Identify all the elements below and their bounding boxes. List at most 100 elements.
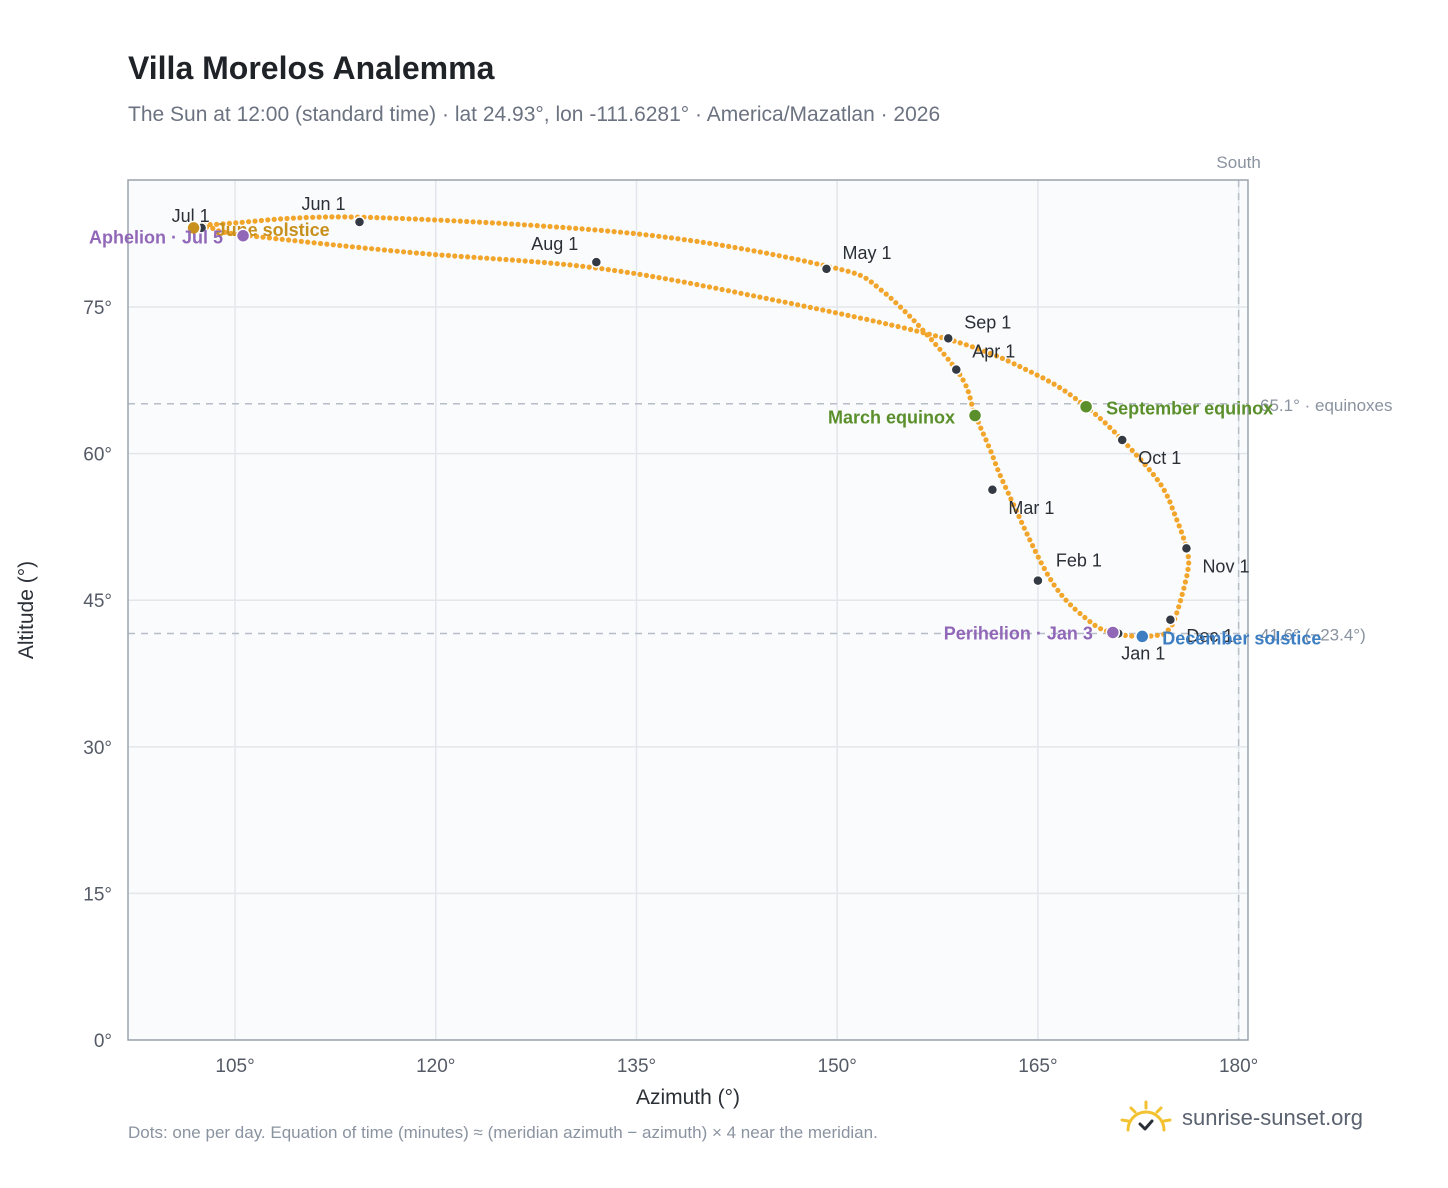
daily-dot xyxy=(470,219,476,225)
daily-dot xyxy=(1005,358,1011,364)
daily-dot xyxy=(907,313,913,319)
daily-dot xyxy=(801,303,807,309)
daily-dot xyxy=(343,243,349,249)
daily-dot xyxy=(826,308,832,314)
daily-dot xyxy=(707,240,713,246)
daily-dot xyxy=(369,246,375,252)
daily-dot xyxy=(1102,420,1108,426)
month-marker-label: Aug 1 xyxy=(531,234,578,254)
daily-dot xyxy=(226,220,232,226)
daily-dot xyxy=(1092,622,1098,629)
daily-dot xyxy=(598,227,604,233)
daily-dot xyxy=(1093,411,1099,417)
month-marker-dot xyxy=(986,484,999,496)
daily-dot xyxy=(444,217,451,224)
daily-dot xyxy=(857,315,864,321)
daily-dot xyxy=(920,330,926,336)
daily-dot xyxy=(1138,457,1144,463)
daily-dot xyxy=(980,431,987,437)
month-marker-label: Jul 1 xyxy=(172,206,210,226)
daily-dot xyxy=(1062,388,1068,394)
daily-dot xyxy=(700,283,706,289)
daily-dot xyxy=(322,214,329,220)
daily-dot xyxy=(1185,566,1191,573)
daily-dot xyxy=(776,253,782,259)
month-marker-dot xyxy=(1032,574,1044,587)
daily-dot xyxy=(901,325,908,331)
month-marker-label: Oct 1 xyxy=(1138,448,1181,468)
daily-dot xyxy=(387,215,393,221)
daily-dot xyxy=(445,252,451,259)
daily-dot xyxy=(1017,363,1023,370)
daily-dot xyxy=(897,304,904,310)
daily-dot xyxy=(220,221,226,227)
daily-dot xyxy=(769,297,776,303)
month-markers: Jan 1 Feb 1 Mar 1 Apr 1 May 1 Jun 1 Jul 1 Aug 1… xyxy=(172,194,1250,663)
daily-dot xyxy=(963,342,969,348)
daily-dot xyxy=(375,246,381,252)
event-marker-dot xyxy=(1135,629,1150,644)
daily-dot xyxy=(438,217,444,223)
x-tick-label: 165° xyxy=(1018,1056,1057,1077)
daily-dot xyxy=(420,250,426,257)
daily-dot xyxy=(893,300,899,306)
daily-dot xyxy=(412,216,418,222)
daily-dot xyxy=(406,216,412,222)
daily-dot xyxy=(258,217,264,224)
y-tick-label: 75° xyxy=(83,298,112,319)
daily-dot xyxy=(1154,632,1160,638)
daily-dot xyxy=(764,250,770,256)
daily-dot xyxy=(284,215,290,222)
daily-dot xyxy=(1067,602,1074,608)
x-tick-label: 105° xyxy=(215,1056,254,1077)
month-marker-label: Apr 1 xyxy=(972,342,1015,362)
daily-dot xyxy=(630,230,636,236)
daily-dot xyxy=(788,300,795,307)
daily-dot xyxy=(1111,429,1117,435)
daily-dot xyxy=(1107,424,1113,430)
daily-dot xyxy=(465,254,471,260)
daily-dot xyxy=(266,235,272,241)
daily-dot xyxy=(863,275,869,281)
chart-title: Villa Morelos Analemma xyxy=(128,50,495,86)
daily-dot xyxy=(605,267,611,273)
daily-dot xyxy=(713,241,719,247)
daily-dot xyxy=(814,261,820,267)
daily-dot xyxy=(745,247,751,253)
daily-dot xyxy=(278,216,284,222)
daily-dot xyxy=(941,351,947,357)
month-marker-dot xyxy=(950,363,963,376)
daily-dot xyxy=(1040,375,1046,381)
daily-dot xyxy=(381,247,387,253)
daily-dot xyxy=(413,250,419,256)
daily-dot xyxy=(656,275,662,281)
daily-dot xyxy=(476,219,483,225)
daily-dot xyxy=(1164,493,1170,499)
daily-dot xyxy=(845,268,851,274)
daily-dot xyxy=(573,225,579,231)
daily-dot xyxy=(1000,478,1006,485)
daily-dot xyxy=(439,252,445,258)
daily-dot xyxy=(292,238,298,244)
daily-dot xyxy=(967,395,973,401)
brand[interactable]: sunrise-sunset.org xyxy=(1120,1100,1363,1136)
daily-dot xyxy=(214,221,220,227)
daily-dot xyxy=(1016,513,1022,520)
daily-dot xyxy=(433,252,439,258)
daily-dot xyxy=(1045,378,1052,384)
daily-dot xyxy=(851,270,857,276)
daily-dot xyxy=(732,289,738,295)
daily-dot xyxy=(260,234,266,240)
daily-dot xyxy=(1044,571,1050,577)
daily-dot xyxy=(719,286,725,293)
daily-dot xyxy=(388,248,394,254)
daily-dot xyxy=(509,221,515,227)
daily-dot xyxy=(1142,462,1148,468)
y-tick-label: 0° xyxy=(94,1031,112,1052)
daily-dot xyxy=(566,225,572,231)
daily-dot xyxy=(999,355,1006,361)
daily-dot xyxy=(757,249,763,255)
daily-dot xyxy=(484,255,490,261)
daily-dot xyxy=(915,322,922,328)
month-marker-dot xyxy=(820,263,833,275)
